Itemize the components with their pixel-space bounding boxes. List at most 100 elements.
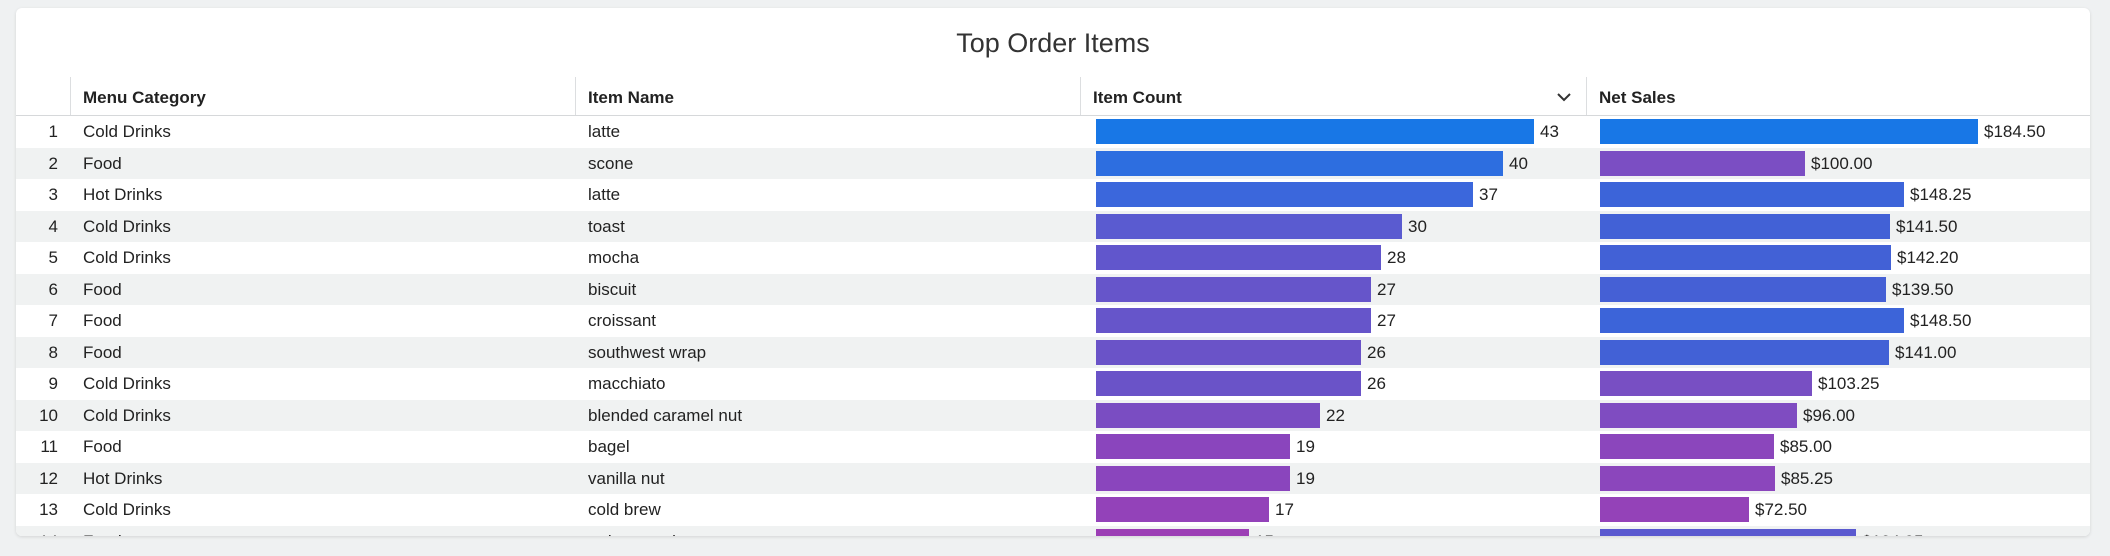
item-count-label: 17 xyxy=(1275,500,1294,519)
menu-category-cell: Hot Drinks xyxy=(83,185,163,204)
item-count-label: 15 xyxy=(1255,526,1274,537)
menu-category-cell: Cold Drinks xyxy=(83,248,171,267)
menu-category-cell: Food xyxy=(83,153,122,173)
item-name-cell: latte xyxy=(588,185,621,204)
table-row[interactable]: 7 Food croissant 27 $148.50 xyxy=(16,305,2090,337)
net-sales-label: $148.25 xyxy=(1910,185,1972,204)
net-sales-bar xyxy=(1600,497,1749,522)
item-name-cell: latte xyxy=(588,122,621,141)
menu-category-cell: Cold Drinks xyxy=(83,405,171,425)
item-count-label: 27 xyxy=(1377,311,1396,330)
item-count-label: 27 xyxy=(1377,279,1396,299)
item-count-bar xyxy=(1096,213,1402,239)
row-index: 4 xyxy=(48,216,58,236)
net-sales-bar xyxy=(1600,119,1978,144)
item-count-bar xyxy=(1096,371,1361,396)
item-count-bar xyxy=(1096,119,1534,144)
item-count-label: 26 xyxy=(1367,374,1386,393)
table-row[interactable]: 8 Food southwest wrap 26 $141.00 xyxy=(16,336,2090,368)
table-row[interactable]: 12 Hot Drinks vanilla nut 19 $85.25 xyxy=(16,462,2090,494)
net-sales-bar xyxy=(1600,308,1904,333)
item-name-cell: bagel xyxy=(588,437,630,456)
item-count-bar xyxy=(1096,434,1290,459)
row-index: 8 xyxy=(48,342,58,362)
table-row[interactable]: 3 Hot Drinks latte 37 $148.25 xyxy=(16,179,2090,211)
row-index: 14 xyxy=(16,526,70,537)
item-count-label: 28 xyxy=(1387,248,1406,267)
item-count-label: 30 xyxy=(1408,216,1427,236)
row-index: 6 xyxy=(48,279,58,299)
net-sales-bar xyxy=(1600,213,1890,239)
row-index: 5 xyxy=(48,248,58,267)
row-index: 10 xyxy=(39,405,58,425)
menu-category-cell: Cold Drinks xyxy=(83,374,171,393)
net-sales-label: $100.00 xyxy=(1811,153,1873,173)
item-count-bar xyxy=(1096,465,1290,491)
table-row[interactable]: 13 Cold Drinks cold brew 17 $72.50 xyxy=(16,494,2090,526)
item-count-label: 26 xyxy=(1367,342,1386,362)
table-row[interactable]: 10 Cold Drinks blended caramel nut 22 $96.00 xyxy=(16,399,2090,431)
menu-category-cell: Food xyxy=(83,342,122,362)
menu-category-cell: Cold Drinks xyxy=(83,122,171,141)
net-sales-label: $85.25 xyxy=(1781,468,1833,488)
net-sales-bar xyxy=(1600,465,1775,491)
table-row[interactable]: 6 Food biscuit 27 $139.50 xyxy=(16,273,2090,305)
table-header: Menu Category Item Name Item Count Net S… xyxy=(16,77,2090,116)
item-count-bar xyxy=(1096,182,1473,207)
table-row[interactable]: 9 Cold Drinks macchiato 26 $103.25 xyxy=(16,368,2090,400)
net-sales-bar xyxy=(1600,276,1886,302)
table-row[interactable]: 1 Cold Drinks latte 43 $184.50 xyxy=(16,116,2090,148)
item-name-cell: turkey cranberry xyxy=(588,526,711,537)
item-name-cell: mocha xyxy=(588,248,640,267)
header-net-sales[interactable]: Net Sales xyxy=(1586,77,2090,115)
item-name-cell: scone xyxy=(588,153,634,173)
header-item-count[interactable]: Item Count xyxy=(1080,77,1586,115)
item-count-bar xyxy=(1096,497,1269,522)
net-sales-label: $184.50 xyxy=(1984,122,2046,141)
row-index: 12 xyxy=(39,468,58,488)
table-row[interactable]: 2 Food scone 40 $100.00 xyxy=(16,147,2090,179)
table-row[interactable]: 11 Food bagel 19 $85.00 xyxy=(16,431,2090,463)
net-sales-label: $96.00 xyxy=(1803,405,1855,425)
menu-category-cell: Cold Drinks xyxy=(83,216,171,236)
item-count-label: 40 xyxy=(1509,153,1528,173)
header-menu-category[interactable]: Menu Category xyxy=(70,77,575,115)
net-sales-label: $148.50 xyxy=(1910,311,1972,330)
net-sales-label: $139.50 xyxy=(1892,279,1954,299)
item-name-cell: macchiato xyxy=(588,374,666,393)
net-sales-bar xyxy=(1600,182,1904,207)
net-sales-bar xyxy=(1600,402,1797,428)
item-count-bar xyxy=(1096,276,1371,302)
item-count-bar xyxy=(1096,402,1320,428)
net-sales-label: $124.85 xyxy=(1862,526,1923,537)
menu-category-cell: Food xyxy=(83,311,122,330)
menu-category-cell: Food xyxy=(83,437,122,456)
row-index: 2 xyxy=(48,153,58,173)
item-count-label: 22 xyxy=(1326,405,1345,425)
table-card: Top Order Items Menu Category Item Name … xyxy=(16,8,2090,536)
item-count-bar xyxy=(1096,339,1361,365)
header-item-count-label: Item Count xyxy=(1093,88,1182,107)
net-sales-label: $103.25 xyxy=(1818,374,1880,393)
item-name-cell: biscuit xyxy=(588,279,637,299)
table-row[interactable]: 4 Cold Drinks toast 30 $141.50 xyxy=(16,210,2090,242)
header-item-name[interactable]: Item Name xyxy=(575,77,1080,115)
item-name-cell: vanilla nut xyxy=(588,468,665,488)
row-index: 13 xyxy=(39,500,58,519)
net-sales-bar xyxy=(1600,528,1856,536)
item-name-cell: southwest wrap xyxy=(588,342,707,362)
menu-category-cell: Food xyxy=(83,526,122,537)
table-row[interactable]: 14 Food turkey cranberry 15 $124.85 xyxy=(16,525,2090,537)
net-sales-bar xyxy=(1600,434,1774,459)
item-count-bar xyxy=(1096,528,1249,536)
item-count-bar xyxy=(1096,150,1503,176)
chevron-down-icon[interactable] xyxy=(1556,90,1572,104)
net-sales-label: $72.50 xyxy=(1755,500,1807,519)
table-row[interactable]: 5 Cold Drinks mocha 28 $142.20 xyxy=(16,242,2090,274)
item-name-cell: toast xyxy=(588,216,625,236)
item-name-cell: cold brew xyxy=(588,500,661,519)
item-count-label: 43 xyxy=(1540,122,1559,141)
menu-category-cell: Food xyxy=(83,279,122,299)
menu-category-cell: Cold Drinks xyxy=(83,500,171,519)
net-sales-bar xyxy=(1600,150,1805,176)
